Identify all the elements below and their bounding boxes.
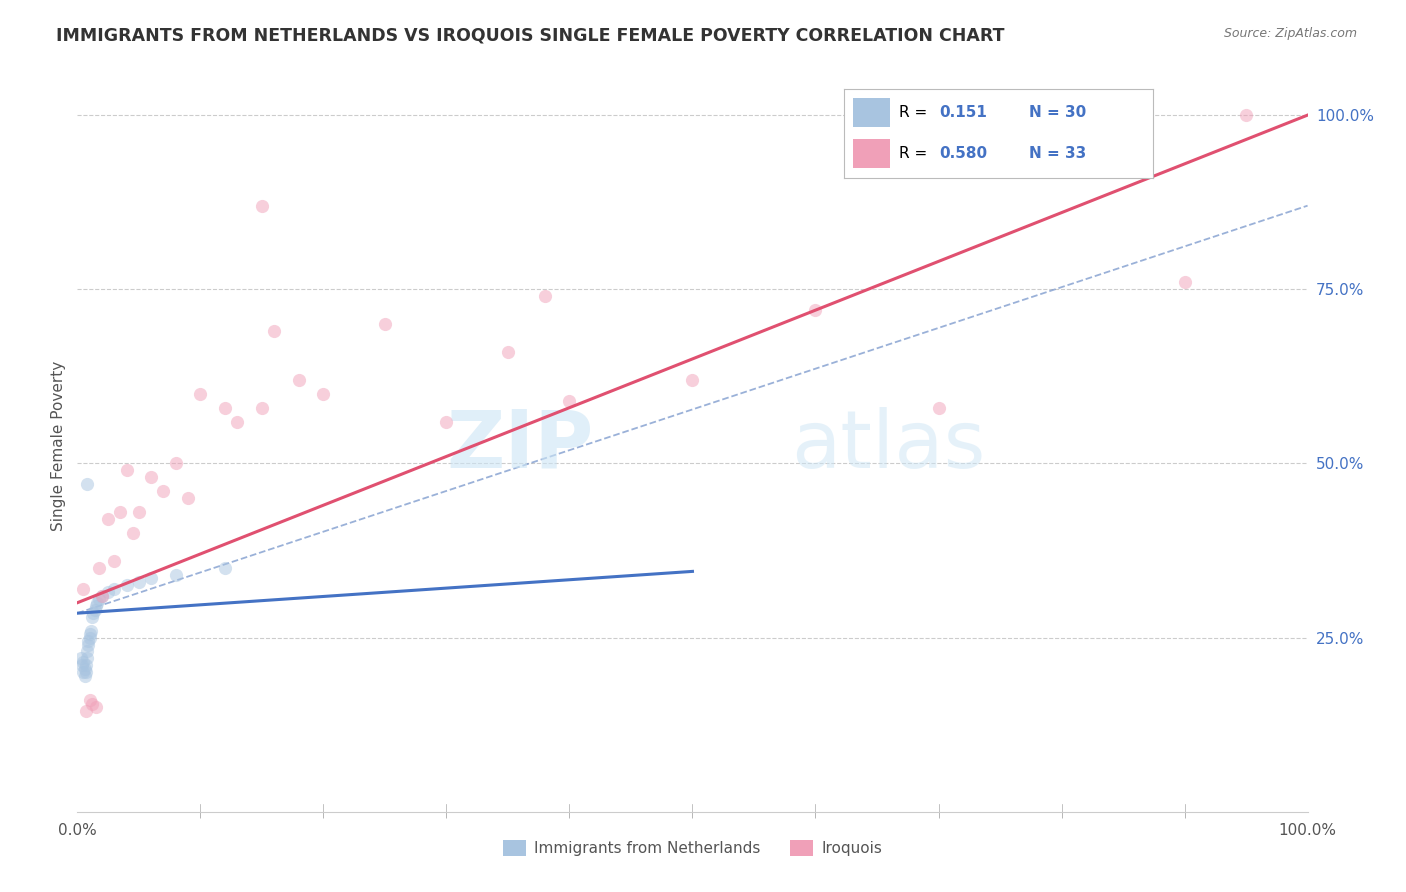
Point (1174, 275, 1197, 289)
Point (496, 345, 519, 359)
Point (76, 651, 98, 665)
Text: IMMIGRANTS FROM NETHERLANDS VS IROQUOIS SINGLE FEMALE POVERTY CORRELATION CHART: IMMIGRANTS FROM NETHERLANDS VS IROQUOIS … (56, 27, 1005, 45)
Point (77, 638, 100, 652)
Point (73, 669, 96, 683)
Point (72, 665, 94, 680)
Point (177, 491, 200, 506)
Text: 0.580: 0.580 (939, 146, 987, 161)
Point (128, 574, 150, 589)
Point (82, 609, 104, 624)
Point (79, 631, 101, 645)
Legend: Immigrants from Netherlands, Iroquois: Immigrants from Netherlands, Iroquois (496, 834, 889, 863)
Point (83, 603, 105, 617)
Point (75, 704, 97, 718)
Point (682, 373, 704, 387)
Point (72, 655, 94, 669)
Point (75, 665, 97, 680)
Point (90, 589, 114, 603)
Y-axis label: Single Female Poverty: Single Female Poverty (51, 361, 66, 531)
Text: N = 33: N = 33 (1029, 146, 1087, 161)
Point (77, 634, 100, 648)
Text: ZIP: ZIP (447, 407, 595, 485)
Point (73, 662, 96, 676)
Bar (853, 139, 890, 168)
Text: R =: R = (900, 146, 928, 161)
Point (312, 386, 335, 401)
Point (226, 415, 249, 429)
Point (263, 324, 285, 338)
Point (70, 658, 93, 673)
Bar (853, 98, 890, 127)
Point (250, 401, 273, 415)
Point (928, 401, 950, 415)
Text: atlas: atlas (792, 407, 986, 485)
Point (84, 599, 107, 614)
Point (374, 317, 396, 331)
Point (141, 470, 163, 484)
Point (76, 644, 98, 658)
Point (804, 303, 827, 318)
Text: 0.151: 0.151 (939, 105, 987, 120)
Point (79, 693, 101, 707)
Point (152, 484, 174, 499)
Point (82, 606, 104, 620)
Point (558, 393, 581, 408)
Point (188, 386, 212, 401)
Point (72, 582, 94, 596)
Point (76, 477, 98, 491)
Point (288, 373, 311, 387)
Point (89, 592, 111, 607)
Point (89, 561, 111, 575)
Point (82, 697, 104, 711)
Point (110, 505, 132, 519)
Point (80, 624, 103, 638)
Point (84, 700, 107, 714)
Point (436, 415, 458, 429)
Point (1234, 108, 1257, 122)
Text: Source: ZipAtlas.com: Source: ZipAtlas.com (1223, 27, 1357, 40)
Point (79, 627, 101, 641)
Point (103, 554, 125, 568)
Point (534, 289, 557, 303)
Point (165, 457, 187, 471)
Point (90, 589, 114, 603)
Point (97, 585, 120, 599)
Point (75, 658, 97, 673)
Point (115, 463, 138, 477)
Point (214, 561, 236, 575)
Point (70, 651, 93, 665)
Point (214, 401, 236, 415)
Point (141, 571, 163, 585)
Point (165, 567, 187, 582)
Point (250, 199, 273, 213)
Point (86, 596, 108, 610)
Text: N = 30: N = 30 (1029, 105, 1087, 120)
Point (121, 526, 143, 541)
Point (115, 578, 138, 592)
Point (97, 512, 120, 526)
Text: R =: R = (900, 105, 928, 120)
Point (103, 582, 125, 596)
Point (128, 505, 150, 519)
